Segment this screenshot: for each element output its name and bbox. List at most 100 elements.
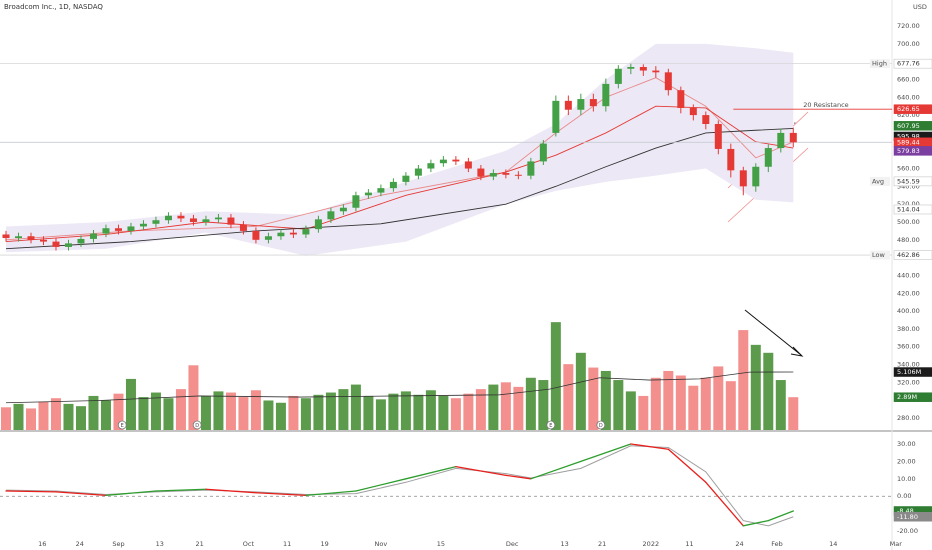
volume-bar [388, 393, 399, 430]
arrow-head [790, 346, 804, 357]
y-tick-label: -20.00 [897, 527, 918, 535]
candle-body [264, 236, 272, 240]
volume-bar [250, 390, 261, 430]
y-tick-label: 620.00 [897, 111, 920, 119]
candle-body [439, 159, 447, 164]
candle-body [427, 163, 435, 169]
volume-bar [238, 397, 249, 430]
price-tag [893, 204, 932, 215]
price-tag [893, 250, 932, 260]
price-tag-label: 677.76 [897, 60, 920, 68]
candle-body [639, 66, 647, 71]
price-tag [893, 176, 932, 187]
price-tag-label: 579.83 [897, 147, 920, 155]
candle-body [77, 238, 85, 244]
volume-bar [100, 400, 111, 430]
chart-title: Broadcom Inc., 1D, NASDAQ [4, 3, 103, 11]
volume-bar [13, 403, 24, 430]
candle-body [27, 236, 35, 240]
candle-body [377, 188, 385, 193]
candle-body [527, 161, 535, 176]
price-tag [893, 58, 932, 69]
candle-body [777, 132, 785, 149]
y-tick-label: 30.00 [897, 440, 916, 448]
candle-body [627, 66, 635, 69]
candle-body [14, 236, 22, 239]
price-tag [893, 392, 932, 402]
x-tick-label: Sep [112, 540, 124, 548]
candle-body [752, 166, 760, 187]
y-tick-label: 640.00 [897, 93, 920, 101]
volume-bar [475, 389, 486, 430]
macd-segment [205, 488, 257, 494]
y-tick-label: 700.00 [897, 40, 920, 48]
y-tick-label: 320.00 [897, 378, 920, 386]
level-note: 20 Resistance [803, 101, 848, 109]
x-tick-label: 15 [437, 540, 445, 548]
x-tick-label: Dec [506, 540, 519, 548]
candle-body [414, 168, 422, 176]
candle-body [514, 174, 522, 176]
candle-body [539, 143, 547, 162]
candle-body [277, 232, 285, 237]
volume-bar [263, 400, 274, 430]
macd-segment [405, 465, 457, 480]
volume-bar [325, 392, 336, 430]
volume-bar [75, 406, 86, 430]
y-tick-label: 340.00 [897, 361, 920, 369]
candle-body [577, 99, 585, 110]
moving-average [5, 128, 794, 250]
y-tick-label: 420.00 [897, 289, 920, 297]
macd-segment [105, 490, 157, 497]
candle-body [152, 220, 160, 224]
volume-bar [550, 322, 561, 430]
price-tag-label: -11.80 [897, 513, 918, 521]
candle-body [52, 241, 60, 247]
y-tick-label: 360.00 [897, 343, 920, 351]
candle-body [214, 217, 222, 220]
volume-bar [688, 385, 699, 430]
volume-bar [350, 384, 361, 430]
event-marker [596, 420, 606, 430]
candle-body [727, 148, 735, 171]
volume-bar [500, 382, 511, 430]
event-label: E [549, 423, 552, 429]
candle-body [364, 192, 372, 196]
macd-segment [705, 481, 744, 527]
x-tick-label: 11 [685, 540, 693, 548]
price-tag-label: 595.98 [897, 132, 920, 140]
caption-box [870, 59, 890, 69]
candle-body [789, 132, 797, 143]
candle-body [614, 68, 622, 84]
volume-bar [425, 390, 436, 430]
x-tick-label: 16 [38, 540, 46, 548]
y-tick-label: 520.00 [897, 200, 920, 208]
candle-body [552, 100, 560, 133]
event-label: D [195, 423, 199, 429]
candle-body [452, 159, 460, 162]
candle-body [739, 170, 747, 187]
macd-segment [667, 448, 707, 483]
volume-bar [213, 391, 224, 430]
volume-bar [725, 381, 736, 430]
volume-bar [88, 395, 99, 430]
signal-line [5, 445, 794, 527]
event-marker [192, 420, 202, 430]
x-tick-label: Oct [243, 540, 255, 548]
x-tick-label: 11 [283, 540, 291, 548]
volume-bar [0, 407, 11, 430]
macd-segment [630, 443, 669, 450]
arrow [744, 309, 802, 356]
candle-body [327, 211, 335, 220]
volume-bar [288, 395, 299, 430]
volume-bar [775, 380, 786, 430]
x-tick-label: 24 [735, 540, 743, 548]
volume-bar [375, 399, 386, 430]
y-tick-label: 10.00 [897, 475, 916, 483]
caption-box [870, 176, 890, 186]
macd-segment [305, 490, 357, 497]
volume-bar [525, 377, 536, 430]
price-tag-label: 589.44 [897, 138, 920, 146]
volume-bar [275, 402, 286, 430]
